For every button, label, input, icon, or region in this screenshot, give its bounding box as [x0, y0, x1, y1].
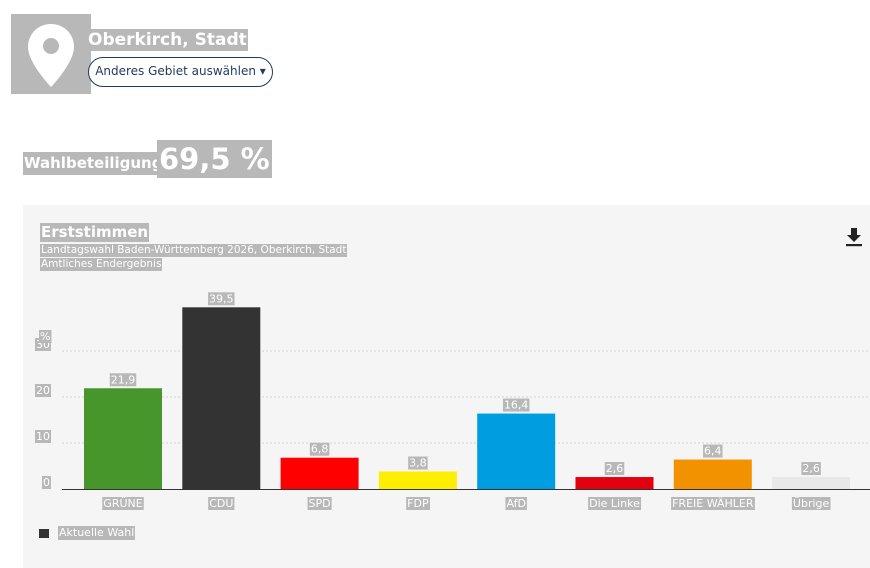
- legend: Aktuelle Wahl: [39, 525, 136, 541]
- bar-value-label: 2,6: [802, 462, 820, 475]
- x-tick-label-group: FREIE WÄHLER: [671, 497, 755, 510]
- x-tick-label: CDU: [209, 497, 233, 510]
- x-tick-label-group: SPD: [307, 497, 332, 510]
- x-tick-label-bg: [791, 497, 831, 510]
- turnout-value: 69,5 %: [157, 140, 272, 178]
- x-tick-label-group: GRÜNE: [102, 497, 144, 510]
- bar-value-label-bg: [208, 292, 235, 306]
- bar-4: [477, 413, 556, 489]
- y-tick-label: 10: [36, 430, 50, 443]
- y-tick-label-bg: [35, 384, 51, 397]
- x-tick-label: FREIE WÄHLER: [672, 497, 754, 510]
- x-tick-label: Die Linke: [589, 497, 640, 510]
- turnout-label: Wahlbeteiligung:: [23, 152, 170, 175]
- bar-3: [378, 471, 457, 489]
- y-axis-label-group: %: [39, 330, 52, 343]
- x-tick-label-group: AfD: [505, 497, 527, 510]
- bar-value-label: 6,8: [311, 443, 329, 456]
- bar-2: [280, 457, 359, 489]
- bar-value-label-bg: [109, 373, 137, 387]
- x-tick-label-bg: [505, 497, 527, 510]
- chart-title: Erststimmen: [40, 223, 150, 242]
- x-tick-label-bg: [671, 497, 755, 510]
- y-tick-label-bg: [35, 430, 51, 443]
- bar-value-label-bg: [408, 456, 428, 470]
- place-name: Oberkirch, Stadt: [87, 29, 248, 51]
- download-icon[interactable]: [845, 227, 863, 247]
- chart-subtitle: Landtagswahl Baden-Württemberg 2026, Obe…: [40, 244, 348, 257]
- x-tick-label: FDP: [407, 497, 429, 510]
- bar-value-label-group: 39,5: [208, 292, 235, 306]
- bar-value-label-group: 16,4: [502, 398, 530, 412]
- bar-value-label: 3,8: [409, 457, 427, 470]
- map-pin-icon: [28, 24, 74, 87]
- change-region-button[interactable]: Anderes Gebiet auswählen ▾: [88, 57, 273, 87]
- bar-value-label: 21,9: [111, 373, 136, 386]
- chart-status: Amtliches Endergebnis: [40, 258, 163, 271]
- bar-value-label-group: 6,4: [703, 444, 723, 458]
- x-tick-label: AfD: [506, 497, 525, 510]
- location-pin-box: [11, 14, 91, 94]
- bar-value-label: 2,6: [606, 462, 624, 475]
- x-tick-label: Übrige: [793, 497, 830, 510]
- y-tick-label-group: 0: [42, 476, 51, 489]
- x-tick-label-group: Die Linke: [588, 497, 642, 510]
- bar-value-label-bg: [502, 398, 530, 412]
- bar-value-label: 16,4: [504, 399, 529, 412]
- x-tick-label-bg: [102, 497, 144, 510]
- x-tick-label-group: CDU: [208, 497, 235, 510]
- y-tick-label-group: 20: [35, 384, 51, 397]
- bar-7: [772, 477, 851, 489]
- y-axis-label: %: [40, 330, 50, 343]
- x-tick-label-bg: [208, 497, 235, 510]
- legend-label: Aktuelle Wahl: [58, 526, 136, 540]
- bar-value-label-bg: [801, 462, 821, 476]
- y-tick-label: 20: [36, 384, 50, 397]
- bar-value-label-bg: [309, 442, 330, 456]
- x-tick-label-bg: [588, 497, 642, 510]
- bar-value-label-group: 21,9: [109, 373, 137, 387]
- y-tick-label-bg: [42, 476, 51, 489]
- bar-value-label-bg: [604, 462, 625, 476]
- bar-1: [182, 307, 261, 489]
- bar-chart: 0102030%21,9GRÜNE39,5CDU6,8SPD3,8FDP16,4…: [35, 292, 870, 510]
- x-tick-label-group: Übrige: [791, 497, 831, 510]
- x-tick-label-group: FDP: [406, 497, 430, 510]
- x-tick-label: GRÜNE: [103, 497, 142, 510]
- x-tick-label: SPD: [309, 497, 331, 510]
- bar-0: [84, 388, 162, 489]
- bar-value-label-group: 2,6: [604, 462, 625, 476]
- y-tick-label: 0: [43, 476, 50, 489]
- chart-panel: Erststimmen Landtagswahl Baden-Württembe…: [23, 205, 870, 568]
- x-tick-label-bg: [307, 497, 332, 510]
- bar-6: [673, 459, 752, 489]
- legend-swatch: [39, 528, 49, 538]
- y-axis-label-bg: [39, 330, 52, 343]
- x-tick-label-bg: [406, 497, 430, 510]
- bar-value-label: 6,4: [704, 445, 722, 458]
- bar-5: [575, 477, 654, 489]
- bar-value-label-bg: [703, 444, 723, 458]
- bar-value-label: 39,5: [209, 292, 234, 305]
- y-tick-label-group: 10: [35, 430, 51, 443]
- bar-value-label-group: 2,6: [801, 462, 821, 476]
- bar-value-label-group: 6,8: [309, 442, 330, 456]
- bar-value-label-group: 3,8: [408, 456, 428, 470]
